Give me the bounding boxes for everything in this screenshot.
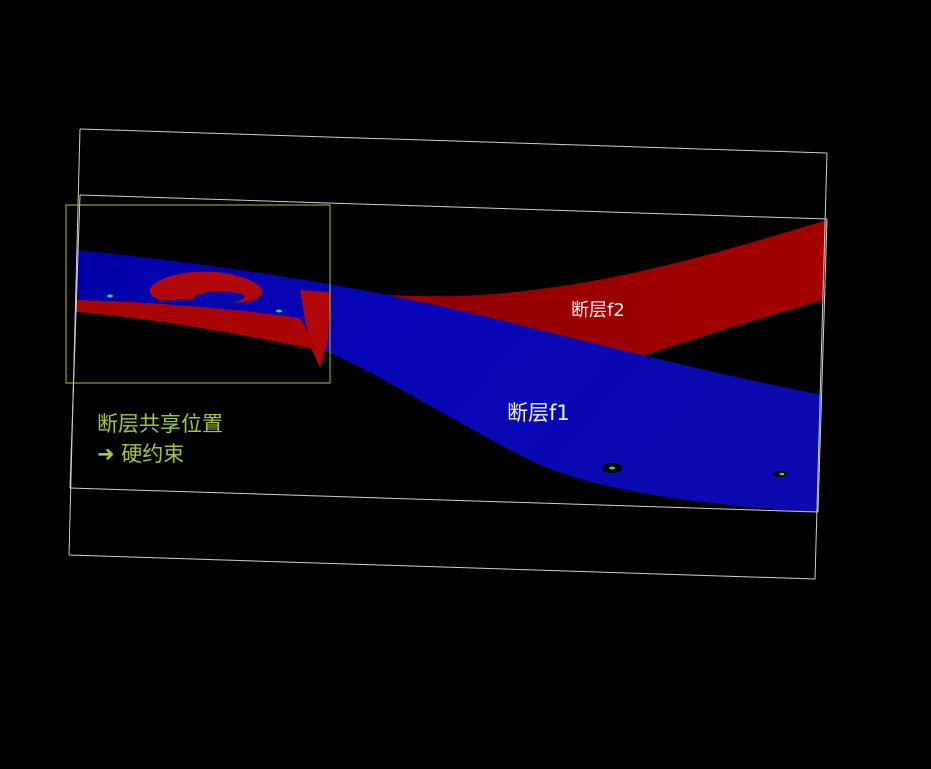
annotation-line-2: ➜ 硬约束 [97, 439, 223, 469]
shared-location-highlight-box [65, 204, 331, 384]
arrow-right-icon: ➜ [97, 442, 115, 466]
shared-zone-red-lower [78, 300, 318, 350]
shared-zone-blue-notch [194, 291, 245, 304]
marker-dot [779, 472, 785, 476]
marker-dot [609, 466, 615, 470]
fault-f1-label: 断层f1 [507, 401, 570, 425]
marker-dot [276, 309, 282, 313]
marker-dot [107, 294, 113, 298]
annotation-line-2-text: 硬约束 [121, 442, 185, 466]
bounding-box-wireframe [68, 128, 828, 580]
fault-f2-surface [76, 220, 827, 360]
shared-position-annotation: 断层共享位置 ➜ 硬约束 [97, 409, 223, 469]
shared-zone-red-strip [300, 290, 330, 368]
fault-f2-label: 断层f2 [571, 300, 625, 321]
annotation-line-1: 断层共享位置 [97, 412, 223, 436]
